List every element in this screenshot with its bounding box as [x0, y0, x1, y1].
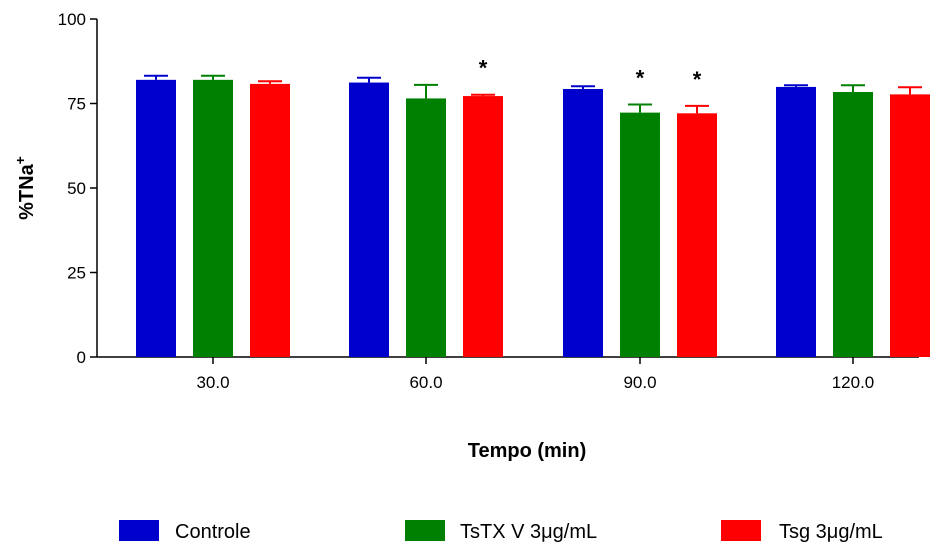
y-tick-label: 25 [67, 264, 86, 283]
significance-star: * [693, 67, 702, 92]
y-tick-label: 50 [67, 179, 86, 198]
bar [890, 94, 930, 358]
legend-swatch [119, 520, 159, 541]
legend-label: TsTX V 3μg/mL [460, 521, 597, 543]
legend-item: TsTX V 3μg/mL [405, 520, 597, 543]
legend-swatch [405, 520, 445, 541]
y-tick-label: 100 [58, 10, 86, 29]
bar [406, 98, 446, 358]
error-bars [144, 74, 922, 114]
legend-label: Controle [175, 521, 251, 543]
x-tick-label: 120.0 [832, 373, 875, 392]
legend-swatch [721, 520, 761, 541]
significance-star: * [479, 56, 488, 81]
y-tick-label: 75 [67, 95, 86, 114]
y-axis: 0 25 50 75 100 [58, 10, 98, 367]
y-tick-label: 0 [77, 348, 86, 367]
bar [250, 83, 290, 358]
bar [193, 79, 233, 357]
bar [620, 112, 660, 357]
bar [136, 79, 176, 357]
legend-item: Controle [119, 520, 251, 543]
x-tick-label: 60.0 [409, 373, 442, 392]
x-tick-label: 30.0 [196, 373, 229, 392]
bar [563, 88, 603, 357]
y-axis-title: %TNa+ [12, 156, 38, 220]
legend-item: Tsg 3μg/mL [721, 520, 883, 543]
bars [136, 79, 930, 358]
x-tick-label: 90.0 [623, 373, 656, 392]
significance-markers: * * * [479, 56, 702, 92]
bar [833, 92, 873, 358]
bar [463, 96, 503, 358]
legend-label: Tsg 3μg/mL [779, 521, 883, 543]
legend: Controle TsTX V 3μg/mL Tsg 3μg/mL [119, 520, 883, 543]
bar [349, 82, 389, 357]
bar [776, 86, 816, 358]
bar [677, 113, 717, 357]
x-axis-title: Tempo (min) [468, 440, 587, 462]
significance-star: * [636, 66, 645, 91]
x-axis: 30.0 60.0 90.0 120.0 [97, 356, 919, 392]
